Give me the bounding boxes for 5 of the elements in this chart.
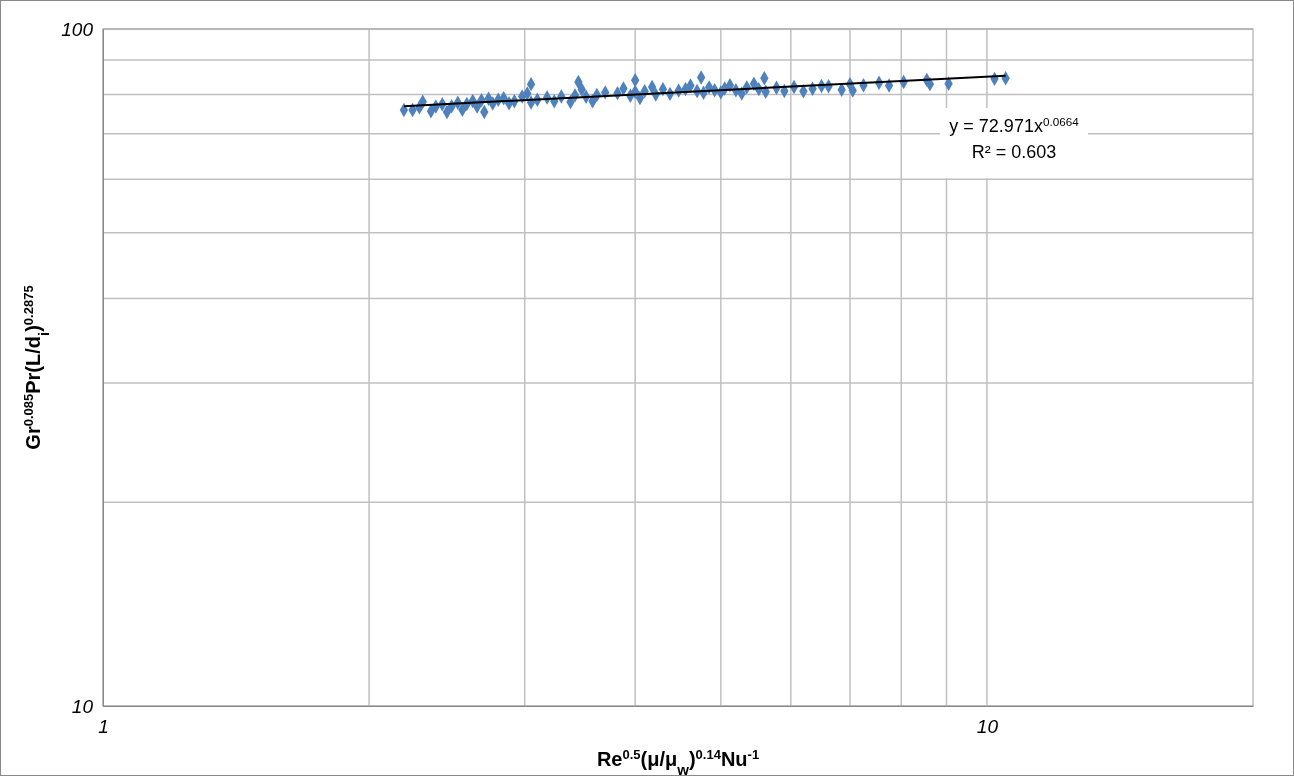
x-tick-label: 1 <box>98 716 109 738</box>
x-axis-title: Re$^{0.5}$(μ/μ$_{w}$)$^{0.14}$Nu$^{-1}$ <box>596 746 760 776</box>
annotation: y = 72.971x$^{0.0664}$ <box>949 114 1080 136</box>
annotation: R² = 0.603 <box>971 142 1057 162</box>
y-tick-label: 100 <box>61 18 94 40</box>
